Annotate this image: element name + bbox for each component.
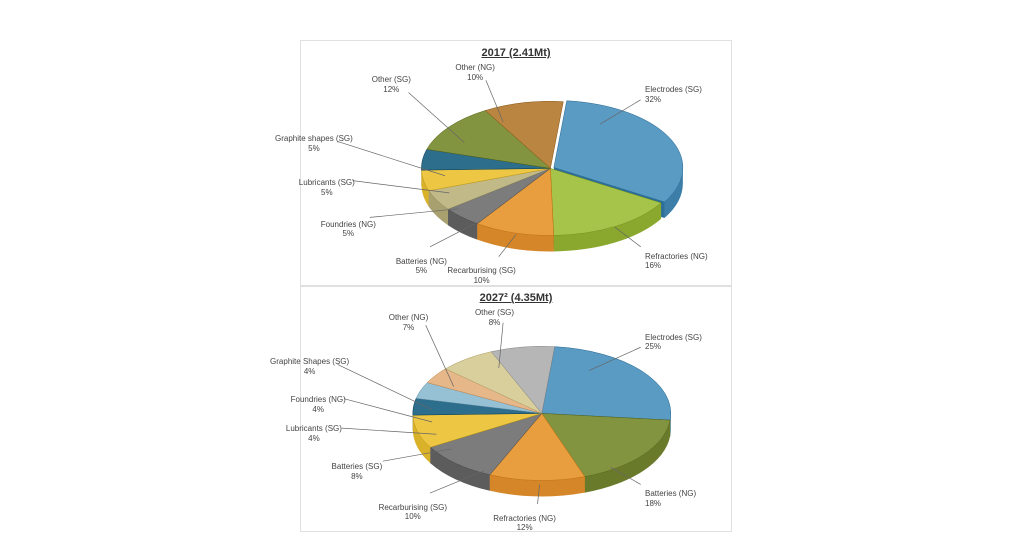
chart2-label-4: Batteries (SG)8% (307, 462, 407, 481)
chart2-frame: 2027² (4.35Mt)Electrodes (SG)25%Batterie… (300, 285, 732, 532)
chart1-label-3: Batteries (NG)5% (371, 257, 471, 276)
chart1-label-5: Lubricants (SG)5% (277, 178, 377, 197)
chart2-label-8: Other (NG)7% (359, 313, 459, 332)
chart2-label-0: Electrodes (SG)25% (645, 333, 702, 352)
chart2-slice-0 (542, 347, 671, 420)
chart2-label-3: Recarburising (SG)10% (363, 503, 463, 522)
chart2-label-6: Foundries (NG)4% (268, 395, 368, 414)
chart1-label-4: Foundries (NG)5% (298, 220, 398, 239)
chart2-label-2: Refractories (NG)12% (475, 514, 575, 533)
chart2-label-1: Batteries (NG)18% (645, 489, 696, 508)
chart1-label-6: Graphite shapes (SG)5% (264, 134, 364, 153)
chart1-label-1: Refractories (NG)16% (645, 252, 708, 271)
chart1-label-8: Other (NG)10% (425, 63, 525, 82)
chart1-label-0: Electrodes (SG)32% (645, 85, 702, 104)
chart2-label-9: Other (SG)8% (445, 308, 545, 327)
chart2-label-7: Graphite Shapes (SG)4% (260, 357, 360, 376)
chart2-label-5: Lubricants (SG)4% (264, 424, 364, 443)
chart1-frame: 2017 (2.41Mt)Electrodes (SG)32%Refractor… (300, 40, 732, 287)
